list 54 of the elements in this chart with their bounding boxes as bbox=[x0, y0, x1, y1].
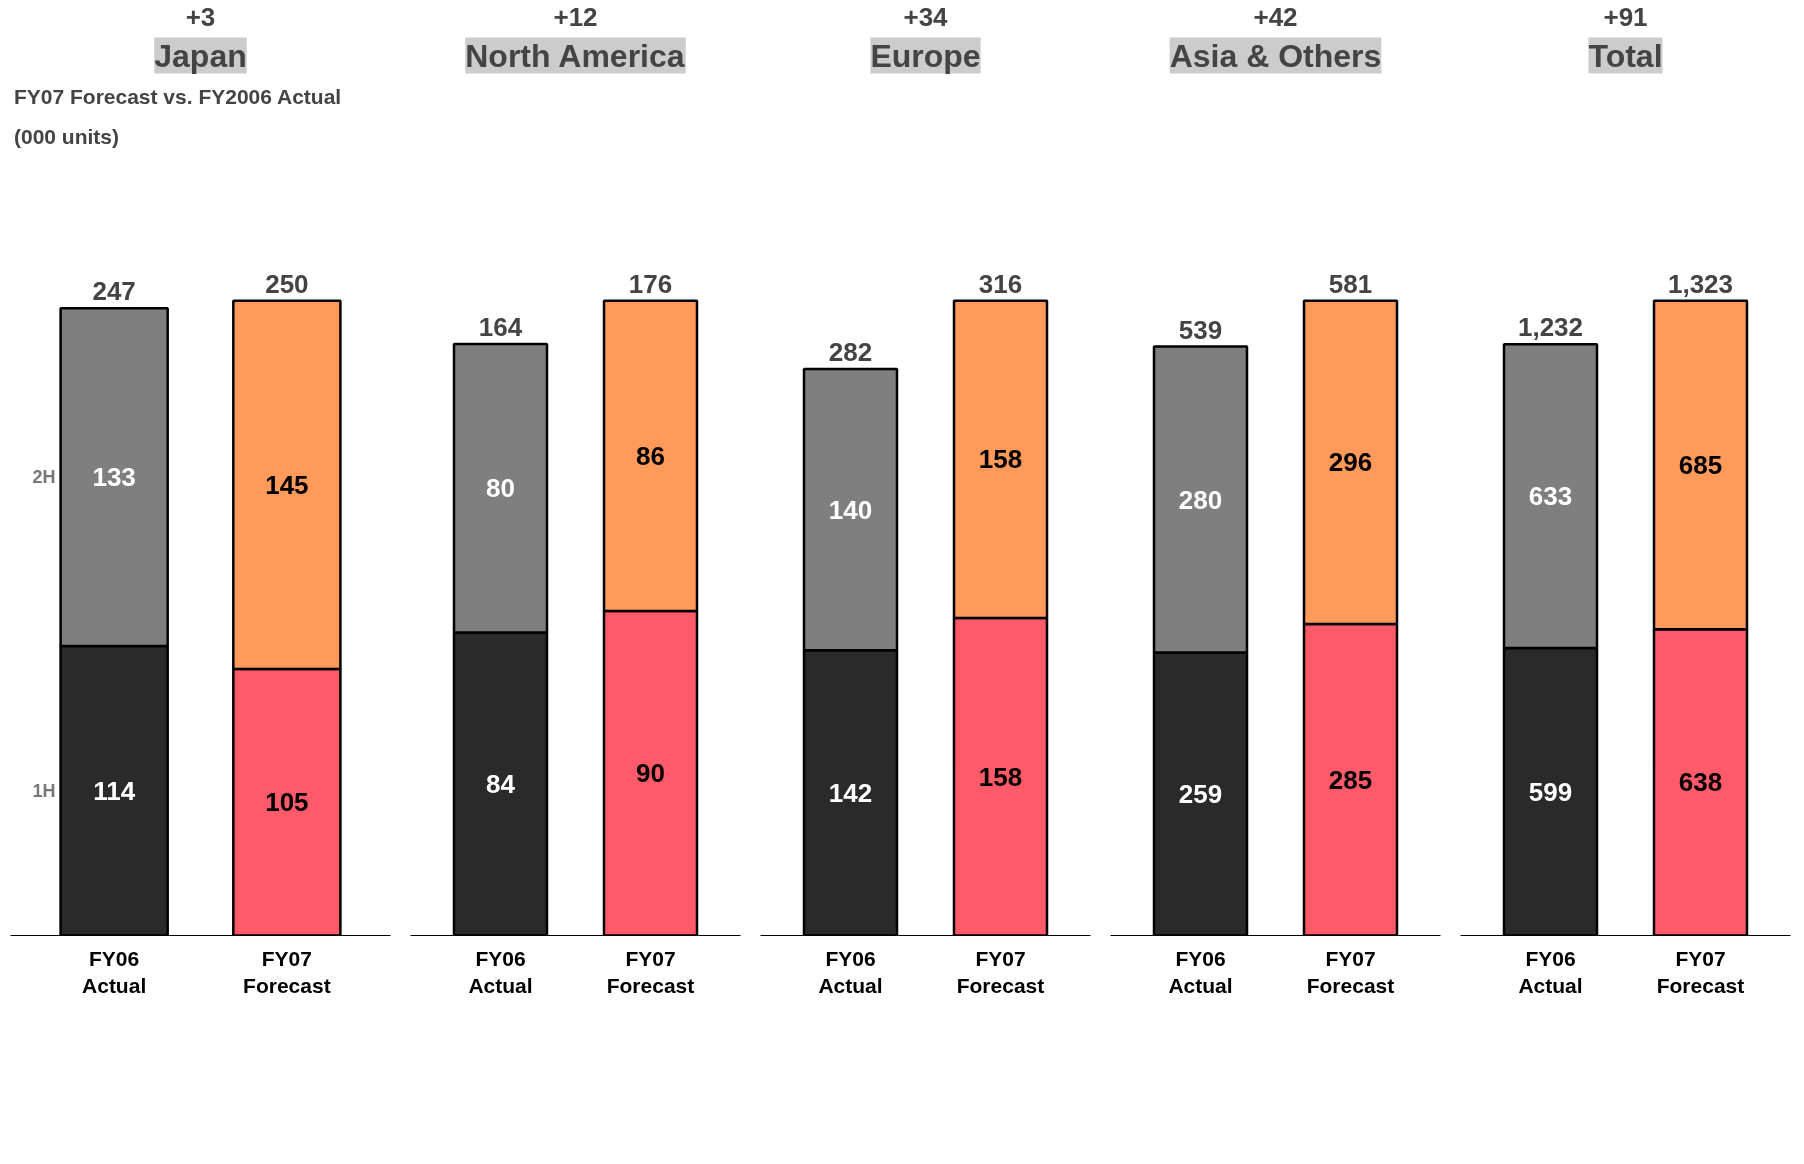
chart-title: Japan bbox=[154, 37, 247, 74]
data-label: 86 bbox=[636, 440, 665, 471]
x-tick-label: FY06 Actual bbox=[468, 946, 533, 998]
data-label: 140 bbox=[828, 494, 873, 525]
x-tick-label: FY06 Actual bbox=[1168, 946, 1233, 998]
x-tick-label: FY06 Actual bbox=[82, 946, 147, 998]
chart-title: North America bbox=[465, 37, 685, 74]
total-label: 1,232 bbox=[1517, 312, 1584, 343]
total-label: 176 bbox=[628, 268, 673, 299]
data-label: 105 bbox=[265, 787, 309, 818]
data-label: 158 bbox=[978, 761, 1023, 792]
total-label: 316 bbox=[978, 268, 1023, 299]
chart-subtitle: +12 bbox=[553, 1, 598, 32]
data-label: 285 bbox=[1328, 764, 1373, 795]
series-label: 1H bbox=[32, 780, 56, 801]
chart-subtitle: +34 bbox=[903, 1, 949, 32]
data-label: 599 bbox=[1528, 776, 1573, 807]
x-tick-label: FY07 Forecast bbox=[243, 946, 331, 998]
total-label: 164 bbox=[478, 311, 523, 342]
x-tick-label: FY07 Forecast bbox=[956, 946, 1045, 998]
x-tick-label: FY07 Forecast bbox=[1656, 946, 1745, 998]
total-label: 539 bbox=[1178, 314, 1223, 345]
data-label: 145 bbox=[265, 469, 309, 500]
x-tick-label: FY07 Forecast bbox=[606, 946, 695, 998]
data-label: 84 bbox=[486, 769, 516, 800]
data-label: 80 bbox=[486, 473, 515, 504]
data-label: 90 bbox=[636, 758, 665, 789]
total-label: 581 bbox=[1328, 268, 1373, 299]
chart-title: Total bbox=[1588, 37, 1663, 74]
chart-subtitle: +3 bbox=[185, 1, 216, 32]
x-tick-label: FY07 Forecast bbox=[1306, 946, 1395, 998]
data-label: 685 bbox=[1678, 450, 1723, 481]
chart-subtitle: +42 bbox=[1253, 1, 1298, 32]
data-label: 133 bbox=[92, 462, 136, 493]
text: (000 units) bbox=[13, 124, 119, 148]
x-tick-label: FY06 Actual bbox=[1518, 946, 1583, 998]
data-label: 280 bbox=[1178, 484, 1223, 515]
chart-title: Asia & Others bbox=[1169, 37, 1382, 74]
x-tick-label: FY06 Actual bbox=[818, 946, 883, 998]
total-label: 247 bbox=[92, 276, 136, 307]
data-label: 142 bbox=[828, 777, 873, 808]
data-label: 638 bbox=[1678, 767, 1723, 798]
total-label: 282 bbox=[828, 336, 873, 367]
data-label: 259 bbox=[1178, 779, 1223, 810]
data-label: 633 bbox=[1528, 481, 1573, 512]
text: FY07 Forecast vs. FY2006 Actual bbox=[13, 84, 342, 108]
chart-title: Europe bbox=[870, 37, 981, 74]
total-label: 250 bbox=[265, 268, 309, 299]
data-label: 158 bbox=[978, 444, 1023, 475]
total-label: 1,323 bbox=[1667, 268, 1734, 299]
chart-subtitle: +91 bbox=[1603, 1, 1648, 32]
data-label: 114 bbox=[93, 775, 136, 806]
data-label: 296 bbox=[1328, 447, 1373, 478]
series-label: 2H bbox=[32, 467, 56, 488]
